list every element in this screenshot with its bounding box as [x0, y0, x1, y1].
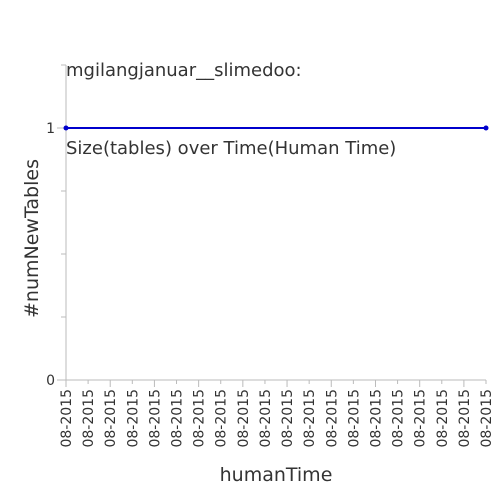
x-tick-label: 08-2015: [435, 389, 451, 448]
data-point: [483, 125, 489, 131]
x-tick-label: 08-2015: [479, 389, 495, 448]
x-tick-label: 08-2015: [125, 389, 141, 448]
x-tick-label: 08-2015: [368, 389, 384, 448]
x-tick-label: 08-2015: [214, 389, 230, 448]
x-tick-label: 08-2015: [280, 389, 296, 448]
y-tick-label: 0: [46, 373, 55, 389]
x-tick-label: 08-2015: [170, 389, 186, 448]
x-tick-label: 08-2015: [81, 389, 97, 448]
chart-title-line-1: mgilangjanuar__slimedoo:: [66, 60, 302, 81]
axes: [65, 65, 486, 381]
x-tick-label: 08-2015: [413, 389, 429, 448]
x-tick-label: 08-2015: [192, 389, 208, 448]
series-layer: [63, 125, 489, 131]
x-axis-label: humanTime: [220, 464, 333, 486]
ticks: 0 1 08-2015 08-2015 08-2015 08-2015 08-2015 08-…: [46, 64, 495, 448]
x-tick-label: 08-2015: [59, 389, 75, 448]
x-tick-label: 08-2015: [236, 389, 252, 448]
y-tick-label: 1: [46, 121, 55, 137]
x-tick-label: 08-2015: [258, 389, 274, 448]
x-tick-label: 08-2015: [346, 389, 362, 448]
x-tick-label: 08-2015: [324, 389, 340, 448]
x-tick-label: 08-2015: [302, 389, 318, 448]
x-tick-label: 08-2015: [147, 389, 163, 448]
x-tick-label: 08-2015: [391, 389, 407, 448]
x-tick-label: 08-2015: [457, 389, 473, 448]
chart-title-line-2: Size(tables) over Time(Human Time): [66, 138, 397, 159]
x-tick-label: 08-2015: [103, 389, 119, 448]
data-point: [63, 125, 69, 131]
y-axis-label: #numNewTables: [21, 159, 43, 318]
chart-title: mgilangjanuar__slimedoo: Size(tables) ov…: [66, 6, 396, 188]
